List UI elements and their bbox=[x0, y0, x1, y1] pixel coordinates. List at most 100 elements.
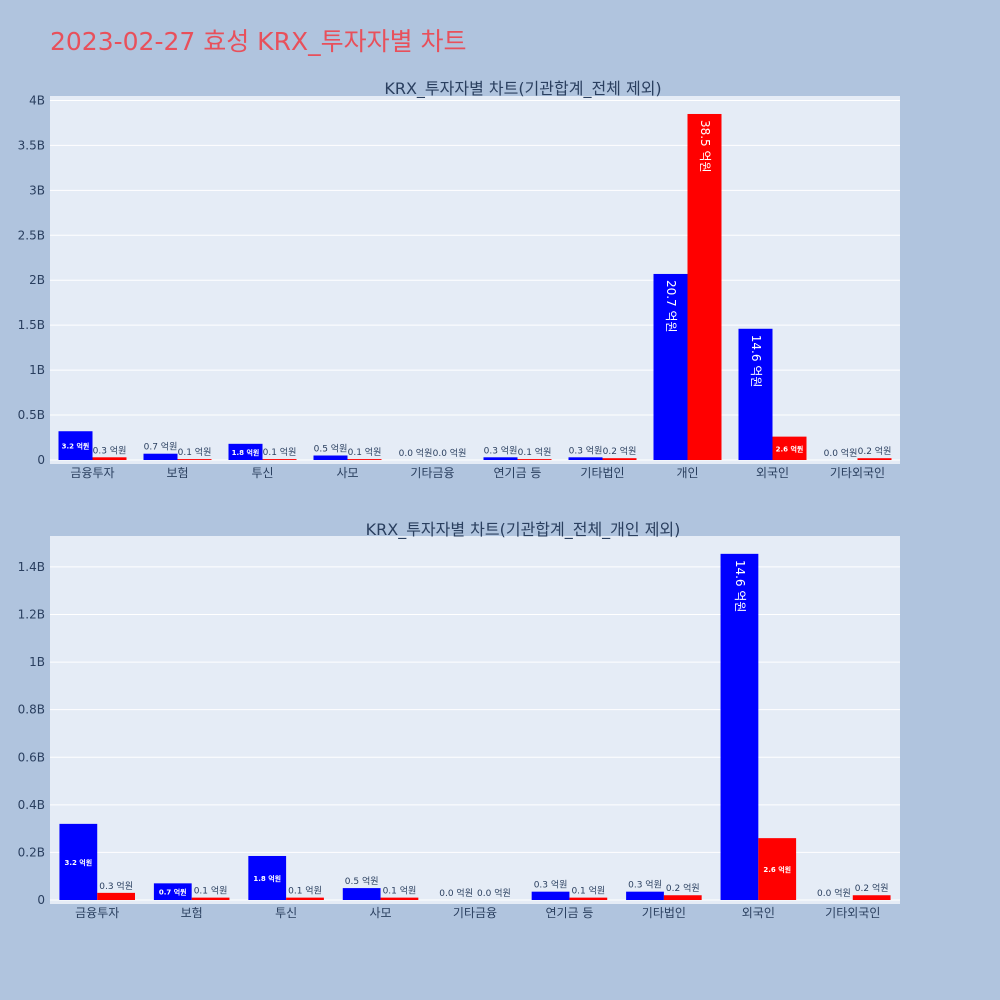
data-label: 2.6 억원 bbox=[763, 865, 791, 874]
data-label: 0.1 억원 bbox=[288, 885, 322, 897]
x-tick-label: 보험 bbox=[181, 906, 203, 920]
chart-title: KRX_투자자별 차트(기관합계_전체 제외) bbox=[384, 79, 661, 99]
bar bbox=[720, 553, 759, 900]
y-tick-label: 0.2B bbox=[18, 845, 45, 859]
data-label: 0.2 억원 bbox=[603, 445, 637, 457]
bar bbox=[602, 458, 637, 460]
bar bbox=[738, 328, 773, 460]
bar bbox=[228, 443, 263, 460]
bar bbox=[262, 459, 297, 460]
data-label: 0.5 억원 bbox=[314, 443, 348, 455]
x-tick-label: 금융투자 bbox=[70, 466, 114, 480]
data-label: 0.3 억원 bbox=[484, 444, 518, 456]
data-label: 3.2 억원 bbox=[62, 442, 90, 451]
x-tick-label: 기타금융 bbox=[453, 906, 497, 920]
bar bbox=[483, 457, 518, 460]
bar bbox=[58, 431, 93, 460]
y-tick-label: 2B bbox=[29, 273, 45, 287]
bar bbox=[758, 838, 797, 900]
chart-2: 0 0.2B 0.4B 0.6B 0.8B 1B 1.2B 1.4B KRX_투자자별 차트(기… bbox=[18, 520, 900, 920]
bar bbox=[653, 273, 688, 460]
x-tick-label: 투신 bbox=[275, 906, 297, 920]
data-label: 0.3 억원 bbox=[99, 880, 133, 892]
data-label: 0.2 억원 bbox=[855, 882, 889, 894]
y-tick-label: 0.4B bbox=[18, 798, 45, 812]
data-label: 0.3 억원 bbox=[93, 444, 127, 456]
bar bbox=[313, 455, 348, 460]
x-tick-label: 외국인 bbox=[742, 906, 775, 920]
data-label: 0.1 억원 bbox=[178, 446, 212, 458]
y-tick-label: 2.5B bbox=[18, 228, 45, 242]
data-label: 14.6 억원 bbox=[733, 560, 747, 613]
data-label: 0.2 억원 bbox=[858, 445, 892, 457]
bar bbox=[191, 897, 230, 900]
bar bbox=[248, 855, 287, 900]
data-label: 0.1 억원 bbox=[518, 446, 552, 458]
bar bbox=[772, 436, 807, 460]
bar bbox=[92, 457, 127, 460]
data-label: 0.0 억원 bbox=[399, 447, 433, 459]
data-label: 0.1 억원 bbox=[194, 885, 228, 897]
bar bbox=[517, 459, 552, 460]
data-label: 0.3 억원 bbox=[628, 879, 662, 891]
y-tick-label: 1B bbox=[29, 655, 45, 669]
y-tick-label: 0.6B bbox=[18, 750, 45, 764]
x-tick-label: 개인 bbox=[676, 466, 698, 480]
y-tick-label: 0 bbox=[37, 893, 45, 907]
data-label: 0.0 억원 bbox=[477, 887, 511, 899]
data-label: 0.0 억원 bbox=[817, 887, 851, 899]
bar bbox=[687, 113, 722, 460]
bar bbox=[97, 892, 135, 900]
bar bbox=[342, 888, 381, 900]
bar bbox=[153, 883, 192, 900]
data-label: 0.2 억원 bbox=[666, 882, 700, 894]
bar bbox=[143, 453, 178, 460]
y-tick-label: 1B bbox=[29, 363, 45, 377]
data-label: 0.5 억원 bbox=[345, 875, 379, 887]
chart-1: 0 0.5B 1B 1.5B 2B 2.5B 3B 3.5B 4B KRX_투자자별 차트(기관합… bbox=[18, 79, 900, 480]
bar bbox=[568, 457, 603, 460]
x-tick-label: 기타외국인 bbox=[830, 466, 885, 480]
y-tick-label: 0 bbox=[37, 453, 45, 467]
data-label: 0.3 억원 bbox=[569, 444, 603, 456]
y-tick-label: 3B bbox=[29, 183, 45, 197]
data-label: 0.3 억원 bbox=[534, 879, 568, 891]
bar bbox=[380, 897, 419, 900]
bar bbox=[852, 895, 891, 900]
bar bbox=[286, 897, 324, 900]
x-tick-label: 연기금 등 bbox=[545, 906, 593, 920]
data-label: 20.7 억원 bbox=[664, 280, 678, 333]
bar bbox=[663, 895, 702, 900]
data-label: 2.6 억원 bbox=[776, 444, 804, 453]
y-tick-label: 0.8B bbox=[18, 703, 45, 717]
bar bbox=[857, 458, 892, 460]
data-label: 0.1 억원 bbox=[383, 885, 417, 897]
bar bbox=[347, 459, 382, 460]
data-label: 3.2 억원 bbox=[64, 858, 92, 867]
data-label: 0.1 억원 bbox=[263, 446, 297, 458]
x-tick-label: 사모 bbox=[370, 906, 392, 920]
x-tick-label: 기타법인 bbox=[642, 906, 686, 920]
x-tick-label: 기타금융 bbox=[410, 466, 454, 480]
bar bbox=[59, 823, 98, 900]
bar bbox=[177, 459, 212, 460]
data-label: 0.0 억원 bbox=[433, 447, 467, 459]
data-label: 1.8 억원 bbox=[232, 448, 260, 457]
data-label: 0.1 억원 bbox=[348, 446, 382, 458]
data-label: 0.0 억원 bbox=[439, 887, 473, 899]
page-title: 2023-02-27 효성 KRX_투자자별 차트 bbox=[50, 27, 467, 56]
data-label: 0.7 억원 bbox=[159, 888, 187, 897]
x-tick-label: 외국인 bbox=[756, 466, 789, 480]
y-tick-label: 4B bbox=[29, 93, 45, 107]
data-label: 0.1 억원 bbox=[571, 885, 605, 897]
data-label: 0.7 억원 bbox=[144, 441, 178, 453]
bar bbox=[531, 891, 570, 900]
x-tick-label: 보험 bbox=[166, 466, 188, 480]
x-tick-label: 사모 bbox=[336, 466, 358, 480]
y-tick-label: 3.5B bbox=[18, 138, 45, 152]
x-tick-label: 금융투자 bbox=[75, 906, 119, 920]
x-tick-label: 기타외국인 bbox=[825, 906, 880, 920]
y-tick-label: 1.2B bbox=[18, 608, 45, 622]
x-tick-label: 기타법인 bbox=[580, 466, 624, 480]
